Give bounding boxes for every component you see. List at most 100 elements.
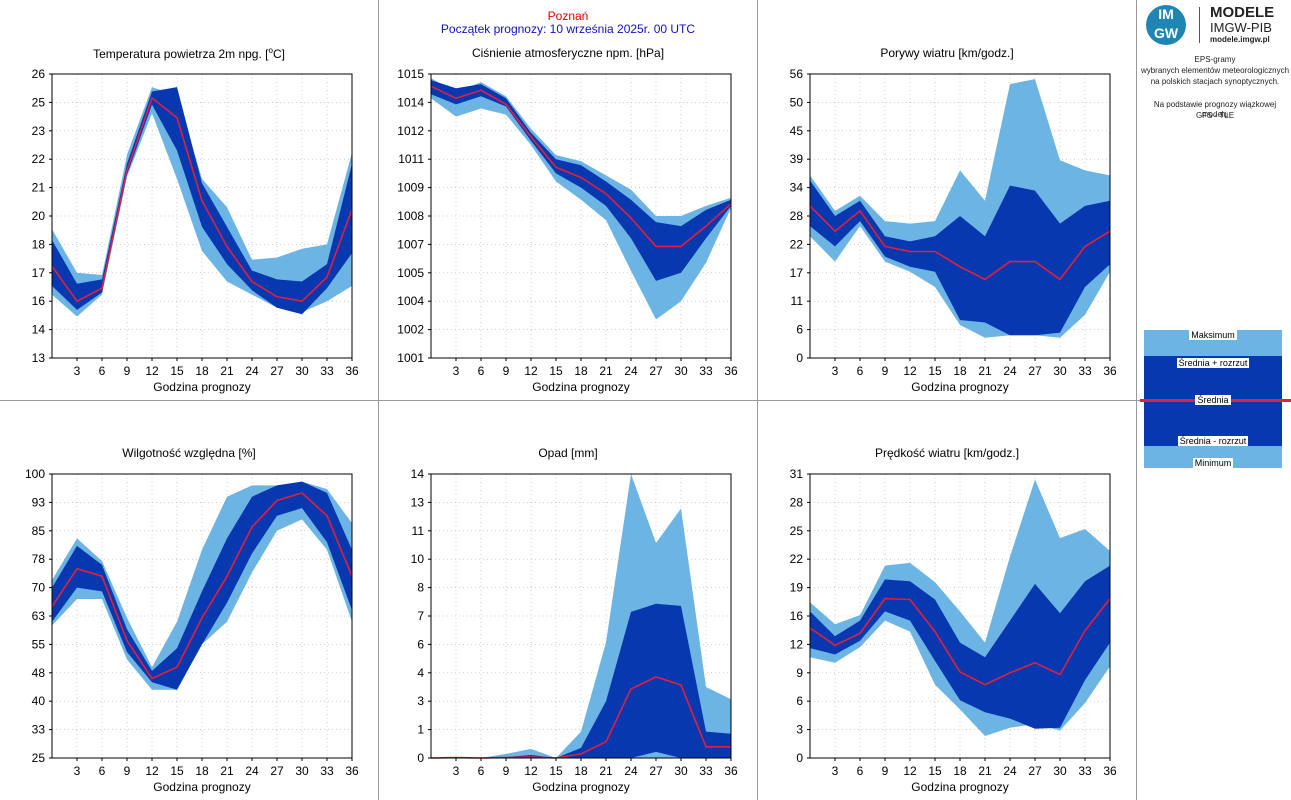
logo-url[interactable]: modele.imgw.pl (1210, 35, 1270, 44)
humidity-y-tick-label: 78 (32, 552, 46, 566)
pressure-y-tick-label: 1009 (397, 181, 424, 195)
temperature-x-tick-label: 24 (245, 364, 259, 378)
pressure-x-tick-label: 15 (549, 364, 563, 378)
pressure-y-tick-label: 1001 (397, 351, 424, 365)
chart-title-temperature-main: Temperatura powietrza 2m npg. [oC] (93, 46, 285, 61)
precipitation-y-tick-label: 6 (417, 637, 424, 651)
gusts-y-tick-label: 22 (790, 237, 804, 251)
wind-speed-x-tick-label: 6 (857, 764, 864, 778)
temperature-x-tick-label: 36 (345, 364, 359, 378)
gusts-mean-line (809, 205, 1111, 281)
gusts-x-tick-label: 24 (1003, 364, 1017, 378)
precipitation-y-tick-label: 14 (411, 467, 425, 481)
pressure-y-tick-label: 1002 (397, 323, 424, 337)
logo-mark-bottom: GW (1153, 25, 1179, 41)
precipitation-x-tick-label: 36 (724, 764, 738, 778)
gusts-y-tick-label: 56 (790, 67, 804, 81)
legend-text-mean: Średnia (1195, 395, 1231, 405)
temperature-x-tick-label: 9 (124, 364, 131, 378)
gusts-band-spread (810, 180, 1110, 336)
pressure-x-tick-label: 30 (674, 364, 688, 378)
humidity-x-tick-label: 36 (345, 764, 359, 778)
imgw-logo-mark: IM GW (1146, 5, 1186, 45)
separator-horizontal (0, 400, 1291, 401)
precipitation-x-tick-label: 18 (574, 764, 588, 778)
gusts-y-tick-label: 50 (790, 95, 804, 109)
wind-speed-y-tick-label: 16 (790, 609, 804, 623)
temperature-x-tick-label: 27 (270, 364, 284, 378)
precipitation-x-tick-label: 27 (649, 764, 663, 778)
pressure-x-axis-label: Godzina prognozy (532, 380, 629, 394)
wind-speed-x-tick-label: 21 (978, 764, 992, 778)
chart-title-temperature: Temperatura powietrza 2m npg. [oC] (0, 46, 378, 61)
gusts-x-tick-label: 30 (1053, 364, 1067, 378)
wind-speed-y-tick-label: 19 (790, 581, 804, 595)
temperature-x-tick-label: 21 (220, 364, 234, 378)
pressure-mean-line (430, 85, 732, 248)
humidity-y-tick-label: 55 (32, 637, 46, 651)
wind-speed-x-tick-label: 36 (1103, 764, 1117, 778)
side-note-line3: na polskich stacjach synoptycznych. (1150, 77, 1280, 86)
gusts-x-tick-label: 21 (978, 364, 992, 378)
humidity-x-tick-label: 3 (74, 764, 81, 778)
humidity-y-tick-label: 33 (32, 723, 46, 737)
wind-speed-y-tick-label: 6 (796, 694, 803, 708)
legend-label-mean-plus: Średnia + rozrzut (1144, 358, 1282, 369)
pressure-x-tick-label: 27 (649, 364, 663, 378)
temperature-y-tick-label: 25 (32, 95, 46, 109)
wind-speed-y-tick-label: 0 (796, 751, 803, 765)
wind-speed-y-tick-label: 9 (796, 666, 803, 680)
humidity-y-tick-label: 70 (32, 581, 46, 595)
wind-speed-x-tick-label: 15 (928, 764, 942, 778)
wind-speed-x-axis-label: Godzina prognozy (911, 780, 1008, 794)
precipitation-x-tick-label: 15 (549, 764, 563, 778)
humidity-y-tick-label: 100 (25, 467, 45, 481)
precipitation-y-tick-label: 8 (417, 581, 424, 595)
gusts-x-tick-label: 27 (1028, 364, 1042, 378)
side-note-line5: GFS - TLE (1195, 111, 1235, 120)
pressure-x-tick-label: 33 (699, 364, 713, 378)
pressure-y-tick-label: 1004 (397, 294, 424, 308)
chart-title-pressure: Ciśnienie atmosferyczne npm. [hPa] (471, 46, 665, 60)
pressure-x-tick-label: 3 (453, 364, 460, 378)
temperature-x-tick-label: 30 (295, 364, 309, 378)
pressure-y-tick-label: 1011 (398, 152, 424, 166)
temperature-x-tick-label: 15 (170, 364, 184, 378)
temperature-y-tick-label: 17 (32, 266, 46, 280)
pressure-y-tick-label: 1008 (397, 209, 424, 223)
wind-speed-x-tick-label: 30 (1053, 764, 1067, 778)
temperature-y-tick-label: 13 (32, 351, 46, 365)
legend-band-min (1144, 446, 1282, 468)
pressure-x-tick-label: 6 (478, 364, 485, 378)
gusts-y-tick-label: 17 (790, 266, 804, 280)
gusts-y-tick-label: 6 (796, 323, 803, 337)
precipitation-y-tick-label: 7 (417, 609, 424, 623)
precipitation-x-tick-label: 6 (478, 764, 485, 778)
legend: Maksimum Średnia + rozrzut Średnia Średn… (1140, 330, 1291, 468)
gusts-y-tick-label: 28 (790, 209, 804, 223)
temperature-y-tick-label: 22 (32, 152, 46, 166)
wind-speed-x-tick-label: 33 (1078, 764, 1092, 778)
humidity-y-tick-label: 93 (32, 495, 46, 509)
humidity-x-tick-label: 12 (145, 764, 159, 778)
temperature-mean-line (51, 96, 353, 303)
wind-speed-y-tick-label: 3 (796, 723, 803, 737)
gusts-y-tick-label: 0 (796, 351, 803, 365)
pressure-x-tick-label: 24 (624, 364, 638, 378)
humidity-mean-line (51, 492, 353, 680)
gusts-y-tick-label: 34 (790, 181, 804, 195)
temperature-y-tick-label: 20 (32, 209, 46, 223)
forecast-start-label: Początek prognozy: 10 września 2025r. 00… (440, 22, 696, 36)
gusts-y-tick-label: 39 (790, 152, 804, 166)
pressure-x-tick-label: 36 (724, 364, 738, 378)
wind-speed-band-spread (810, 565, 1110, 729)
humidity-x-tick-label: 33 (320, 764, 334, 778)
pressure-x-tick-label: 21 (599, 364, 613, 378)
temperature-x-tick-label: 12 (145, 364, 159, 378)
gusts-x-tick-label: 6 (857, 364, 864, 378)
imgw-logo[interactable]: IM GW MODELE IMGW-PIB modele.imgw.pl (1144, 3, 1290, 47)
wind-speed-x-tick-label: 27 (1028, 764, 1042, 778)
side-note-title: EPS-gramy (1194, 55, 1236, 64)
temperature-y-tick-label: 18 (32, 237, 46, 251)
temperature-y-tick-label: 14 (32, 323, 46, 337)
